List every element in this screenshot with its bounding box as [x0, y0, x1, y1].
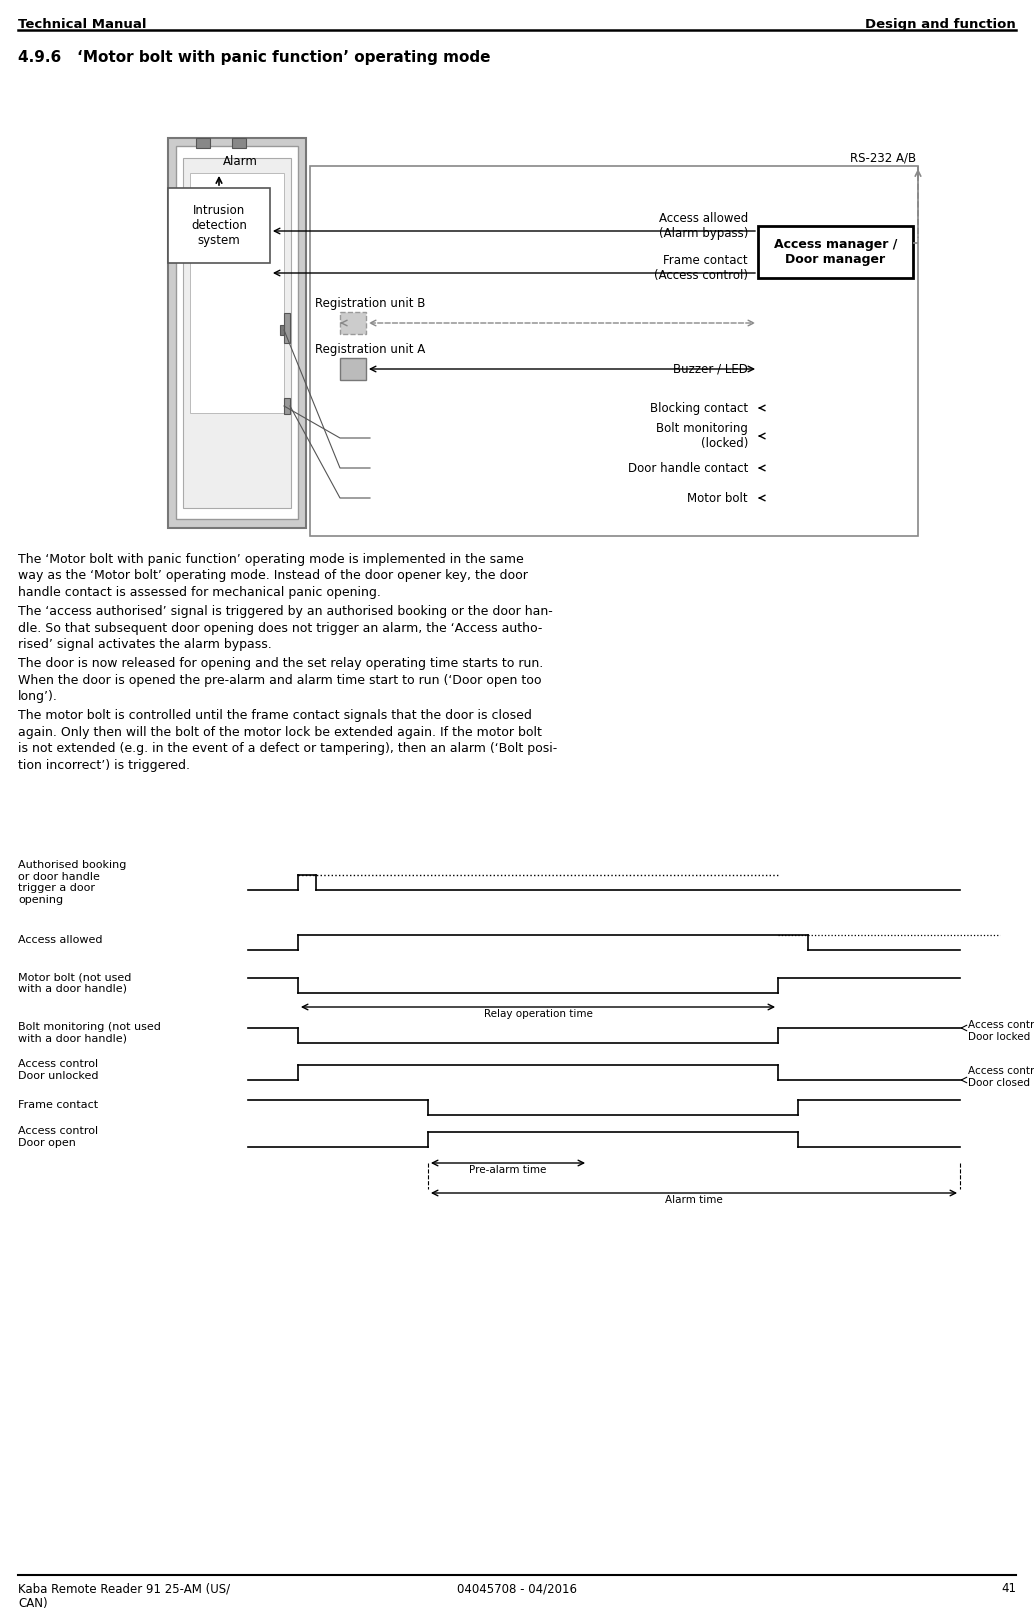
- Bar: [176, 146, 298, 520]
- Bar: [310, 166, 918, 536]
- Text: Motor bolt (not used
with a door handle): Motor bolt (not used with a door handle): [18, 972, 131, 994]
- Bar: [196, 138, 210, 148]
- Bar: [284, 397, 290, 414]
- Text: Access control
Door open: Access control Door open: [18, 1126, 98, 1147]
- Text: Bolt monitoring
(locked): Bolt monitoring (locked): [657, 422, 748, 451]
- Bar: [758, 225, 913, 278]
- Text: The ‘Motor bolt with panic function’ operating mode is implemented in the same
w: The ‘Motor bolt with panic function’ ope…: [18, 553, 528, 599]
- Text: Access allowed
(Alarm bypass): Access allowed (Alarm bypass): [659, 212, 748, 240]
- Text: Registration unit A: Registration unit A: [315, 343, 425, 356]
- Bar: [232, 138, 246, 148]
- Bar: [280, 325, 284, 335]
- Text: Authorised booking
or door handle
trigger a door
opening: Authorised booking or door handle trigge…: [18, 859, 126, 904]
- Text: Alarm: Alarm: [223, 154, 257, 167]
- Text: The motor bolt is controlled until the frame contact signals that the door is cl: The motor bolt is controlled until the f…: [18, 710, 557, 771]
- Text: Kaba Remote Reader 91 25-AM (US/
CAN): Kaba Remote Reader 91 25-AM (US/ CAN): [18, 1582, 231, 1609]
- Text: 41: 41: [1001, 1582, 1016, 1595]
- Text: Alarm time: Alarm time: [665, 1195, 723, 1205]
- Text: Registration unit B: Registration unit B: [315, 298, 425, 311]
- Text: Buzzer / LED: Buzzer / LED: [673, 362, 748, 375]
- Text: Intrusion
detection
system: Intrusion detection system: [191, 204, 247, 248]
- Text: 04045708 - 04/2016: 04045708 - 04/2016: [457, 1582, 577, 1595]
- Text: The ‘access authorised’ signal is triggered by an authorised booking or the door: The ‘access authorised’ signal is trigge…: [18, 605, 553, 652]
- Text: Door handle contact: Door handle contact: [628, 462, 748, 475]
- Text: Access manager /
Door manager: Access manager / Door manager: [773, 238, 898, 265]
- Text: Frame contact
(Access control): Frame contact (Access control): [653, 254, 748, 282]
- Text: Motor bolt: Motor bolt: [688, 491, 748, 505]
- Text: Access control
Door unlocked: Access control Door unlocked: [18, 1059, 98, 1081]
- Bar: [340, 312, 366, 335]
- Bar: [190, 174, 284, 414]
- Text: Blocking contact: Blocking contact: [650, 402, 748, 415]
- Text: Access control
Door closed: Access control Door closed: [968, 1067, 1034, 1088]
- Bar: [183, 158, 291, 508]
- Text: Relay operation time: Relay operation time: [484, 1009, 592, 1018]
- Text: Frame contact: Frame contact: [18, 1101, 98, 1110]
- Bar: [284, 314, 290, 343]
- Bar: [340, 357, 366, 380]
- Text: 4.9.6   ‘Motor bolt with panic function’ operating mode: 4.9.6 ‘Motor bolt with panic function’ o…: [18, 50, 490, 64]
- Text: Pre-alarm time: Pre-alarm time: [469, 1165, 547, 1175]
- Text: Technical Manual: Technical Manual: [18, 18, 147, 31]
- Text: Bolt monitoring (not used
with a door handle): Bolt monitoring (not used with a door ha…: [18, 1022, 161, 1044]
- Text: RS-232 A/B: RS-232 A/B: [850, 151, 916, 164]
- Bar: [168, 138, 306, 528]
- Text: Access control
Door locked: Access control Door locked: [968, 1020, 1034, 1041]
- Text: Access allowed: Access allowed: [18, 935, 102, 944]
- Bar: [168, 188, 270, 262]
- Text: Design and function: Design and function: [865, 18, 1016, 31]
- Text: The door is now released for opening and the set relay operating time starts to : The door is now released for opening and…: [18, 656, 543, 703]
